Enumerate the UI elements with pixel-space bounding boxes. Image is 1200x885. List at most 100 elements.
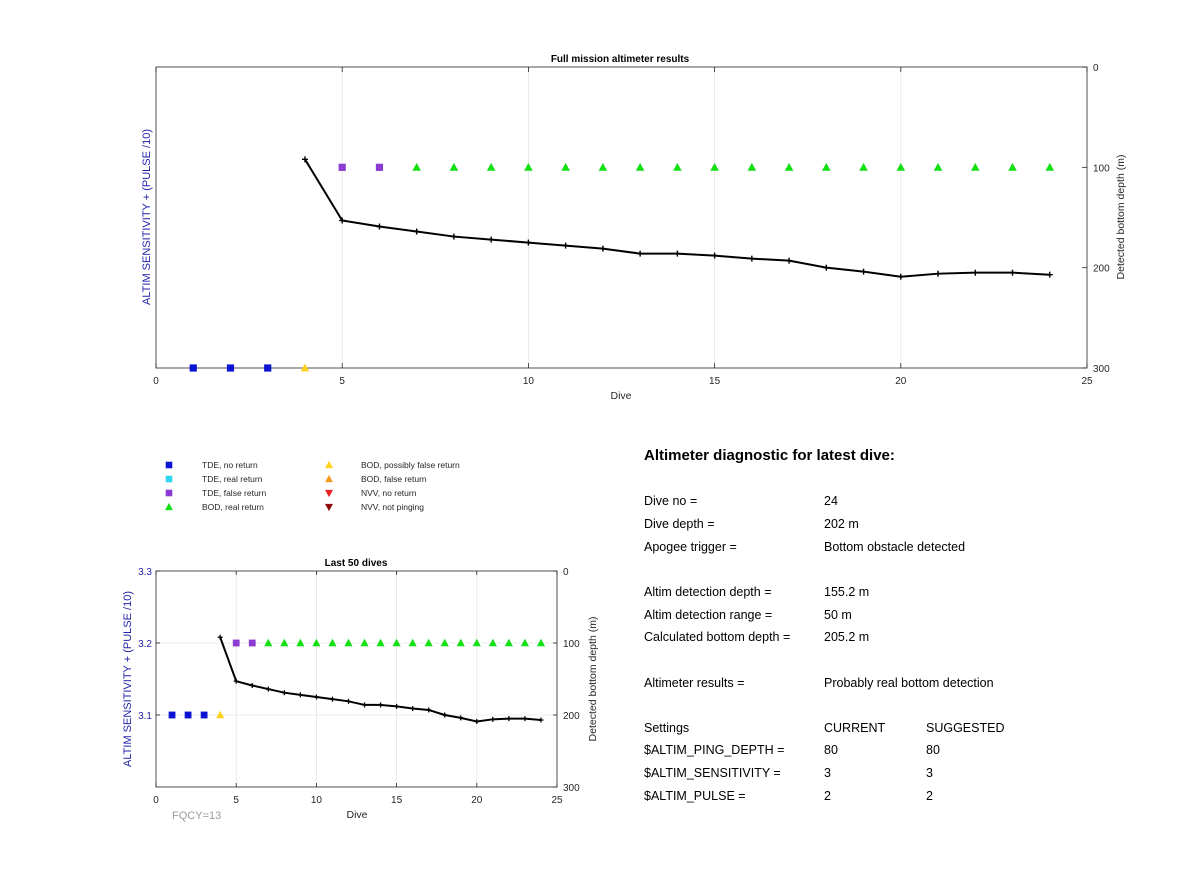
main-marker	[561, 162, 570, 171]
main-depth-point	[637, 250, 644, 257]
small-ticks: 0 5 10 15 20 25 3.3 3.2 3.1 0 100 200 300	[138, 567, 580, 806]
main-x-tick-label: 0	[153, 376, 159, 387]
small-marker	[184, 711, 192, 719]
legend: TDE, no return TDE, real return TDE, false…	[165, 460, 460, 512]
detect-depth-label: Altim detection depth =	[644, 585, 772, 599]
small-y-right-tick-label: 200	[563, 711, 580, 722]
main-marker	[1045, 162, 1055, 171]
main-marker	[784, 162, 794, 171]
small-marker	[520, 638, 529, 647]
dive-no-value: 24	[824, 494, 838, 508]
main-chart: 0 5 10 15 20 25 0 100 200 300 Full mission altime…	[141, 54, 1127, 402]
small-depth-point	[506, 716, 512, 722]
small-x-tick-label: 5	[233, 795, 239, 806]
small-marker	[360, 638, 369, 647]
main-marker	[338, 163, 346, 171]
main-depth-point	[935, 270, 942, 277]
small-marker	[248, 639, 256, 647]
small-depth-point	[458, 715, 464, 721]
small-depth-point	[490, 716, 496, 722]
small-marker	[232, 639, 240, 647]
main-depth-point	[525, 239, 532, 246]
main-marker	[710, 162, 719, 171]
suggested-header: SUGGESTED	[926, 721, 1005, 735]
legend-marker	[165, 475, 173, 483]
small-depth-point	[378, 702, 384, 708]
small-depth-point	[410, 706, 416, 712]
legend-marker	[325, 503, 333, 512]
main-marker	[449, 162, 459, 171]
main-ticks: 0 5 10 15 20 25 0 100 200 300	[153, 63, 1110, 387]
small-marker	[488, 638, 497, 647]
small-marker	[456, 638, 465, 647]
small-depth-point	[297, 692, 303, 698]
main-depth-point	[972, 269, 979, 276]
small-marker	[328, 638, 337, 647]
main-plot-frame	[155, 66, 1088, 369]
main-x-tick-label: 25	[1081, 376, 1093, 387]
sensitivity-current: 3	[824, 766, 831, 780]
main-marker	[635, 162, 645, 171]
small-plot-frame	[155, 570, 558, 788]
main-depth-point	[562, 242, 569, 249]
small-marker	[504, 638, 513, 647]
small-marker	[392, 638, 401, 647]
legend-marker	[325, 460, 333, 469]
apogee-label: Apogee trigger =	[644, 540, 737, 554]
legend-item: NVV, no return	[325, 488, 417, 498]
main-depth-point	[897, 273, 904, 280]
main-marker	[486, 162, 496, 171]
sensitivity-suggested: 3	[926, 766, 933, 780]
detect-range-value: 50 m	[824, 608, 852, 622]
legend-marker	[325, 474, 333, 483]
legend-item: BOD, possibly false return	[325, 460, 460, 470]
main-marker	[300, 363, 310, 372]
dive-depth-label: Dive depth =	[644, 517, 715, 531]
main-y-right-tick-label: 300	[1093, 364, 1110, 375]
main-depth-point	[1046, 271, 1053, 278]
small-marker	[216, 710, 225, 719]
small-depth-point	[249, 682, 255, 688]
legend-label: TDE, real return	[202, 474, 263, 484]
small-y-left-tick-label: 3.2	[138, 639, 152, 650]
small-depth-point	[522, 716, 528, 722]
small-depth-point	[329, 696, 335, 702]
main-depth-point	[339, 217, 346, 224]
main-grid	[341, 67, 902, 368]
legend-item: NVV, not pinging	[325, 502, 424, 512]
main-marker	[933, 162, 943, 171]
small-depth-point	[442, 712, 448, 718]
small-x-tick-label: 25	[551, 795, 563, 806]
small-depth-point	[394, 703, 400, 709]
legend-item: TDE, false return	[165, 488, 267, 498]
pulse-current: 2	[824, 789, 831, 803]
main-depth-point	[674, 250, 681, 257]
main-marker	[412, 162, 421, 171]
legend-marker	[165, 489, 173, 497]
small-y-right-tick-label: 0	[563, 567, 569, 578]
small-depth-point	[217, 634, 223, 640]
legend-marker	[165, 502, 173, 511]
ping-depth-label: $ALTIM_PING_DEPTH =	[644, 743, 785, 757]
calc-depth-value: 205.2 m	[824, 630, 870, 644]
main-x-axis-label: Dive	[610, 390, 631, 402]
small-marker	[408, 638, 417, 647]
legend-label: NVV, no return	[361, 488, 417, 498]
legend-label: NVV, not pinging	[361, 502, 424, 512]
main-marker	[896, 162, 906, 171]
small-y-left-tick-label: 3.1	[138, 711, 152, 722]
main-depth-point	[413, 228, 420, 235]
main-x-tick-label: 10	[523, 376, 535, 387]
main-x-tick-label: 15	[709, 376, 721, 387]
main-depth-point	[786, 257, 793, 264]
pulse-suggested: 2	[926, 789, 933, 803]
small-grid	[156, 571, 557, 787]
diagnostic-panel: Altimeter diagnostic for latest dive: Di…	[644, 446, 1164, 803]
small-y-left-axis-label: ALTIM SENSITIVITY + (PULSE /10)	[122, 591, 134, 767]
small-chart: 0 5 10 15 20 25 3.3 3.2 3.1 0 100 200 300 Last 50 di…	[122, 558, 599, 822]
small-marker	[472, 638, 481, 647]
legend-item: TDE, real return	[165, 474, 263, 484]
small-marker	[296, 638, 305, 647]
detect-range-label: Altim detection range =	[644, 608, 773, 622]
